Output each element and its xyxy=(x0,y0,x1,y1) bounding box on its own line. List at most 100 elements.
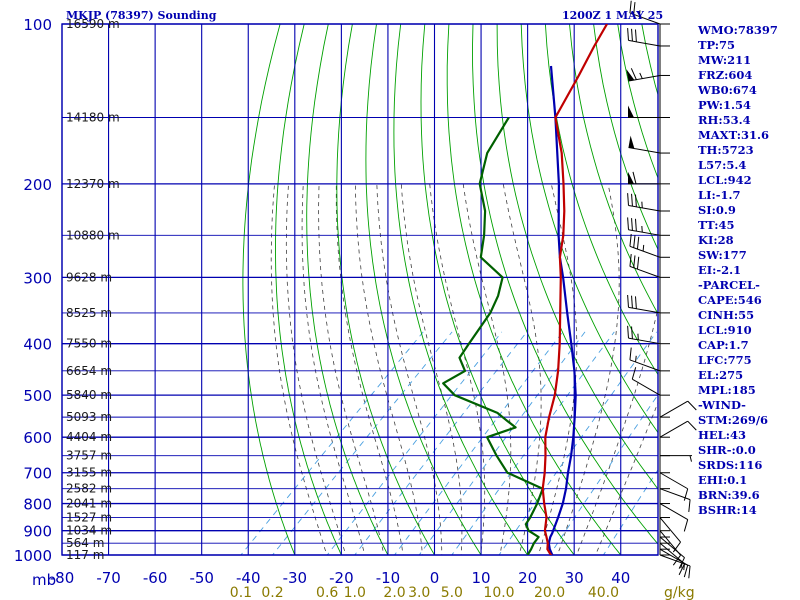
wind-barb-pennant xyxy=(628,105,634,118)
index-item: LFC:775 xyxy=(698,353,752,367)
dry-adiabat-line xyxy=(593,24,658,251)
sounding-profiles xyxy=(442,24,608,555)
wind-barb-flag xyxy=(631,218,633,231)
height-label: 117 m xyxy=(66,548,104,562)
mixing-ratio-label: 0.1 xyxy=(230,585,252,600)
wind-barb xyxy=(659,420,697,438)
index-item: CAP:1.7 xyxy=(698,338,749,352)
wind-barb-staff xyxy=(659,472,688,490)
wind-barb xyxy=(626,68,661,82)
wind-barb-flag xyxy=(631,28,633,42)
wind-barb-flag xyxy=(632,171,637,184)
wind-barb-half-flag xyxy=(639,72,643,79)
wind-barb-flag xyxy=(636,256,640,270)
wind-barb xyxy=(659,503,689,532)
moist-adiabat-line xyxy=(335,183,404,555)
dry-adiabat-line xyxy=(336,24,436,555)
height-label: 2041 m xyxy=(66,497,112,511)
index-item: L57:5.4 xyxy=(698,158,747,172)
moist-adiabat-line xyxy=(376,183,443,555)
pressure-tick-label: 600 xyxy=(23,429,52,447)
wind-barb-flag xyxy=(672,541,681,553)
dry-adiabat-line xyxy=(365,24,482,555)
index-item: CAPE:546 xyxy=(698,293,762,307)
temperature-tick-label: 30 xyxy=(565,569,584,587)
wind-barb-flag xyxy=(631,326,633,339)
dry-adiabat-line xyxy=(472,24,658,545)
wind-barb-flag xyxy=(683,565,689,578)
index-item: STM:269/6 xyxy=(698,413,769,427)
mixing-ratio-label: 40.0 xyxy=(588,585,619,600)
wind-barb-half-flag xyxy=(689,455,692,462)
moist-adiabats xyxy=(270,183,658,555)
temperature-tick-label: 10 xyxy=(472,569,491,587)
wind-barb-flag xyxy=(627,294,629,308)
index-item: BSHR:14 xyxy=(698,503,757,517)
sounding-datetime: 1200Z 1 MAY 25 xyxy=(562,9,664,22)
index-item: RH:53.4 xyxy=(698,113,751,127)
wind-barb-flag xyxy=(688,565,691,579)
index-item: HEL:43 xyxy=(698,428,746,442)
wind-barb-pennant xyxy=(626,69,635,82)
height-label: 14180 m xyxy=(66,111,120,125)
wind-barb-flag xyxy=(631,193,633,207)
wind-barb xyxy=(660,455,692,462)
stability-indices-panel: WMO:78397 TP:75 MW:211 FRZ:604 WB0:674 PW:1.5… xyxy=(698,23,800,518)
wind-barb-flag xyxy=(627,193,629,206)
index-item: LCL:942 xyxy=(698,173,752,187)
index-item: -PARCEL- xyxy=(698,278,760,292)
moist-adiabat-line xyxy=(502,183,542,555)
wind-barb-flag xyxy=(683,488,689,501)
wind-barb-staff xyxy=(628,39,661,47)
index-item: -WIND- xyxy=(698,398,746,412)
wind-barb xyxy=(659,472,689,501)
wind-barb xyxy=(627,325,661,345)
dry-adiabat-line xyxy=(496,24,658,490)
wind-barb-flag xyxy=(631,295,633,309)
wind-barb xyxy=(628,171,660,185)
mixing-ratio-line xyxy=(271,331,453,555)
index-item: BRN:39.6 xyxy=(698,488,760,502)
wind-barb-flag xyxy=(631,367,637,380)
pressure-tick-label: 200 xyxy=(23,176,52,194)
wind-barb-flag xyxy=(672,554,681,566)
height-label: 3757 m xyxy=(66,449,112,463)
wind-barb-flag xyxy=(629,0,632,14)
pressure-unit-label: mb xyxy=(32,571,56,589)
wind-barb-staff xyxy=(629,245,661,258)
mixing-ratio-label: 2.0 xyxy=(383,585,405,600)
wind-barb-flag xyxy=(629,254,632,267)
wind-barb-pennant xyxy=(628,135,635,149)
index-item: FRZ:604 xyxy=(698,68,753,82)
wind-barb-pennant xyxy=(628,171,634,184)
mixing-ratio-line xyxy=(326,331,503,555)
wind-barb-staff xyxy=(629,359,661,372)
mixing-ratio-label: 0.6 xyxy=(316,585,338,600)
wind-barb xyxy=(659,488,691,512)
index-item: SHR-:0.0 xyxy=(698,443,756,457)
pressure-tick-label: 900 xyxy=(23,523,52,541)
wind-barb-staff xyxy=(628,204,661,212)
index-item: LCL:910 xyxy=(698,323,752,337)
wind-barb xyxy=(627,28,661,47)
wind-barb xyxy=(628,135,661,154)
wind-barb-flag xyxy=(629,347,632,360)
wind-barb-half-flag xyxy=(638,10,641,17)
moist-adiabat-line xyxy=(557,183,620,555)
pressure-tick-label: 500 xyxy=(23,387,52,405)
wind-barb-staff xyxy=(628,306,661,314)
wind-barb xyxy=(659,536,685,569)
wind-barb-staff xyxy=(628,337,661,345)
pressure-tick-label: 1000 xyxy=(14,547,52,565)
temperature-tick-label: 20 xyxy=(518,569,537,587)
wind-barb-flag xyxy=(634,218,637,232)
moist-adiabat-line xyxy=(537,183,578,555)
mixing-ratio-lines xyxy=(240,331,658,555)
temperature-axis-labels: -80 -70 -60 -50 -40 -30 -20 -10 0 10 20 30 40 xyxy=(50,569,631,587)
temperature-tick-label: -10 xyxy=(376,569,401,587)
wind-barb-staff xyxy=(659,400,688,418)
mixing-ratio-label: 10.0 xyxy=(483,585,514,600)
pressure-tick-label: 700 xyxy=(23,465,52,483)
index-item: TH:5723 xyxy=(698,143,754,157)
height-label: 12370 m xyxy=(66,177,120,191)
